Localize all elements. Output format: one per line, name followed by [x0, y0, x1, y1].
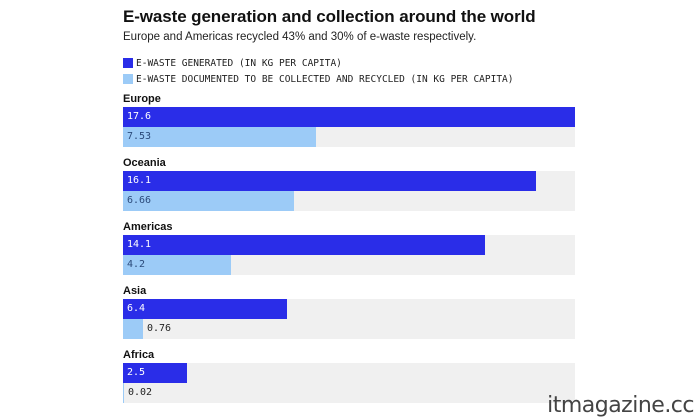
bar-group-oceania: Oceania 16.1 6.66 — [123, 155, 575, 219]
generated-bar — [123, 107, 575, 127]
generated-track: 2.5 — [123, 363, 575, 383]
legend-item-generated: E-WASTE GENERATED (IN KG PER CAPITA) — [123, 55, 514, 71]
bar-group-africa: Africa 2.5 0.02 — [123, 347, 575, 411]
legend-swatch-recycled — [123, 74, 133, 84]
recycled-bar — [123, 191, 294, 211]
generated-value: 16.1 — [127, 175, 152, 186]
legend-swatch-generated — [123, 58, 133, 68]
generated-bar — [123, 299, 287, 319]
recycled-track: 7.53 — [123, 127, 575, 147]
generated-value: 17.6 — [127, 111, 152, 122]
chart-subtitle: Europe and Americas recycled 43% and 30%… — [123, 31, 477, 43]
bar-groups: Europe 17.6 7.53 Oceania 16.1 6.66 Americas 14.… — [123, 91, 575, 411]
generated-track: 14.1 — [123, 235, 575, 255]
chart-legend: E-WASTE GENERATED (IN KG PER CAPITA) E-W… — [123, 55, 514, 87]
bar-group-europe: Europe 17.6 7.53 — [123, 91, 575, 155]
recycled-value: 0.02 — [128, 387, 153, 398]
chart-title: E-waste generation and collection around… — [123, 7, 536, 26]
region-label: Oceania — [123, 157, 166, 169]
recycled-bar — [123, 319, 143, 339]
bar-group-americas: Americas 14.1 4.2 — [123, 219, 575, 283]
generated-track: 16.1 — [123, 171, 575, 191]
recycled-track: 4.2 — [123, 255, 575, 275]
generated-bar — [123, 171, 536, 191]
recycled-value: 6.66 — [127, 195, 152, 206]
recycled-track: 6.66 — [123, 191, 575, 211]
region-label: Europe — [123, 93, 161, 105]
region-label: Americas — [123, 221, 173, 233]
region-label: Asia — [123, 285, 147, 297]
recycled-value: 7.53 — [127, 131, 152, 142]
recycled-value: 4.2 — [127, 259, 146, 270]
generated-track: 6.4 — [123, 299, 575, 319]
recycled-track: 0.76 — [123, 319, 575, 339]
recycled-track: 0.02 — [123, 383, 575, 403]
legend-item-recycled: E-WASTE DOCUMENTED TO BE COLLECTED AND R… — [123, 71, 514, 87]
recycled-value: 0.76 — [147, 323, 172, 334]
region-label: Africa — [123, 349, 155, 361]
legend-label-generated: E-WASTE GENERATED (IN KG PER CAPITA) — [136, 57, 342, 69]
bar-group-asia: Asia 6.4 0.76 — [123, 283, 575, 347]
generated-value: 2.5 — [127, 367, 146, 378]
generated-bar — [123, 363, 187, 383]
recycled-bar — [123, 127, 316, 147]
legend-label-recycled: E-WASTE DOCUMENTED TO BE COLLECTED AND R… — [136, 73, 514, 85]
generated-value: 6.4 — [127, 303, 146, 314]
watermark: itmagazine.cc — [547, 393, 694, 418]
generated-bar — [123, 235, 485, 255]
generated-track: 17.6 — [123, 107, 575, 127]
recycled-bar — [123, 383, 124, 403]
recycled-bar — [123, 255, 231, 275]
generated-value: 14.1 — [127, 239, 152, 250]
